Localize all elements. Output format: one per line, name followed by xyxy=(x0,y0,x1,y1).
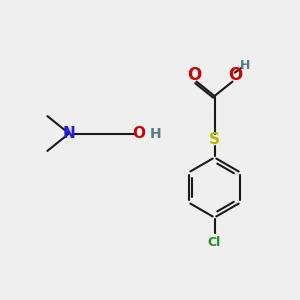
Text: O: O xyxy=(228,66,242,84)
Text: O: O xyxy=(132,126,145,141)
Text: N: N xyxy=(63,126,75,141)
Text: S: S xyxy=(209,132,220,147)
Text: Cl: Cl xyxy=(208,236,221,249)
Text: H: H xyxy=(240,58,250,72)
Text: H: H xyxy=(149,127,161,140)
Text: O: O xyxy=(187,66,201,84)
